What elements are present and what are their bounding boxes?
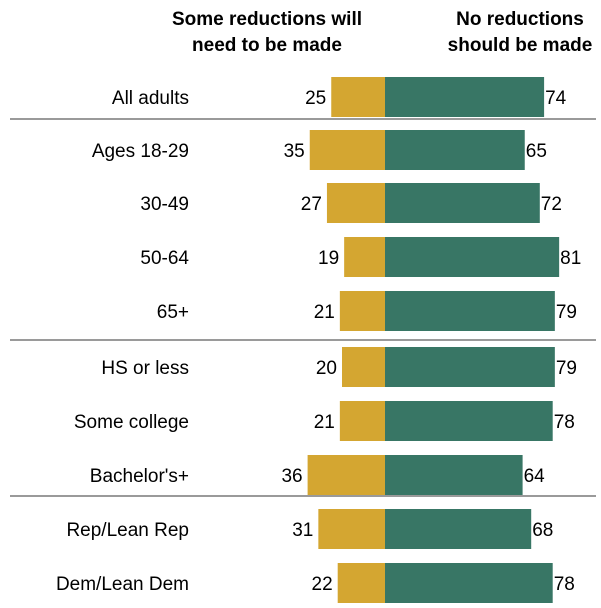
legend-right-line-2: should be made (448, 35, 593, 56)
data-label-some-reductions: 31 (292, 520, 313, 541)
bar-no-reductions (385, 401, 553, 441)
data-label-some-reductions: 35 (284, 141, 305, 162)
bar-no-reductions (385, 237, 560, 277)
bar-no-reductions (385, 130, 525, 170)
category-label: All adults (112, 88, 189, 109)
category-label: 65+ (157, 302, 189, 323)
bar-some-reductions (339, 401, 385, 441)
bar-some-reductions (331, 77, 385, 117)
bar-no-reductions (385, 509, 532, 549)
category-label: 30-49 (140, 194, 189, 215)
data-label-no-reductions: 78 (554, 574, 575, 595)
category-label: Ages 18-29 (92, 141, 189, 162)
bar-no-reductions (385, 183, 540, 223)
legend-right-header: No reductions should be made (448, 9, 593, 56)
bar-no-reductions (385, 347, 555, 387)
plot-area: All adults 25 74 Ages 18-29 35 65 30-49 27 72 50-… (10, 77, 596, 603)
data-label-no-reductions: 68 (532, 520, 553, 541)
data-label-some-reductions: 27 (301, 194, 322, 215)
bar-some-reductions (318, 509, 385, 549)
bar-some-reductions (342, 347, 385, 387)
data-label-some-reductions: 25 (305, 88, 326, 109)
bar-no-reductions (385, 455, 523, 495)
bar-some-reductions (344, 237, 385, 277)
data-label-no-reductions: 74 (545, 88, 567, 109)
bar-no-reductions (385, 77, 545, 117)
bar-some-reductions (337, 563, 385, 603)
data-label-some-reductions: 21 (314, 412, 335, 433)
data-label-some-reductions: 36 (281, 466, 302, 487)
data-label-no-reductions: 78 (554, 412, 575, 433)
bar-some-reductions (339, 291, 385, 331)
data-label-no-reductions: 72 (541, 194, 562, 215)
data-label-no-reductions: 79 (556, 358, 577, 379)
category-label: Bachelor's+ (90, 466, 189, 487)
data-label-no-reductions: 65 (526, 141, 547, 162)
legend-left-line-1: Some reductions will (172, 9, 362, 30)
bar-no-reductions (385, 563, 553, 603)
legend-left-header: Some reductions will need to be made (172, 9, 362, 56)
bar-no-reductions (385, 291, 555, 331)
data-label-no-reductions: 81 (560, 248, 581, 269)
category-label: HS or less (101, 358, 189, 379)
category-label: Rep/Lean Rep (66, 520, 189, 541)
legend-right-line-1: No reductions (456, 9, 584, 30)
category-label: Some college (74, 412, 189, 433)
data-label-some-reductions: 21 (314, 302, 335, 323)
bar-some-reductions (326, 183, 385, 223)
data-label-some-reductions: 20 (316, 358, 337, 379)
data-label-no-reductions: 64 (524, 466, 546, 487)
data-label-some-reductions: 22 (312, 574, 333, 595)
bar-some-reductions (307, 455, 385, 495)
data-label-no-reductions: 79 (556, 302, 577, 323)
category-label: 50-64 (140, 248, 189, 269)
category-label: Dem/Lean Dem (56, 574, 189, 595)
bar-some-reductions (309, 130, 385, 170)
legend-left-line-2: need to be made (192, 35, 342, 56)
data-label-some-reductions: 19 (318, 248, 339, 269)
